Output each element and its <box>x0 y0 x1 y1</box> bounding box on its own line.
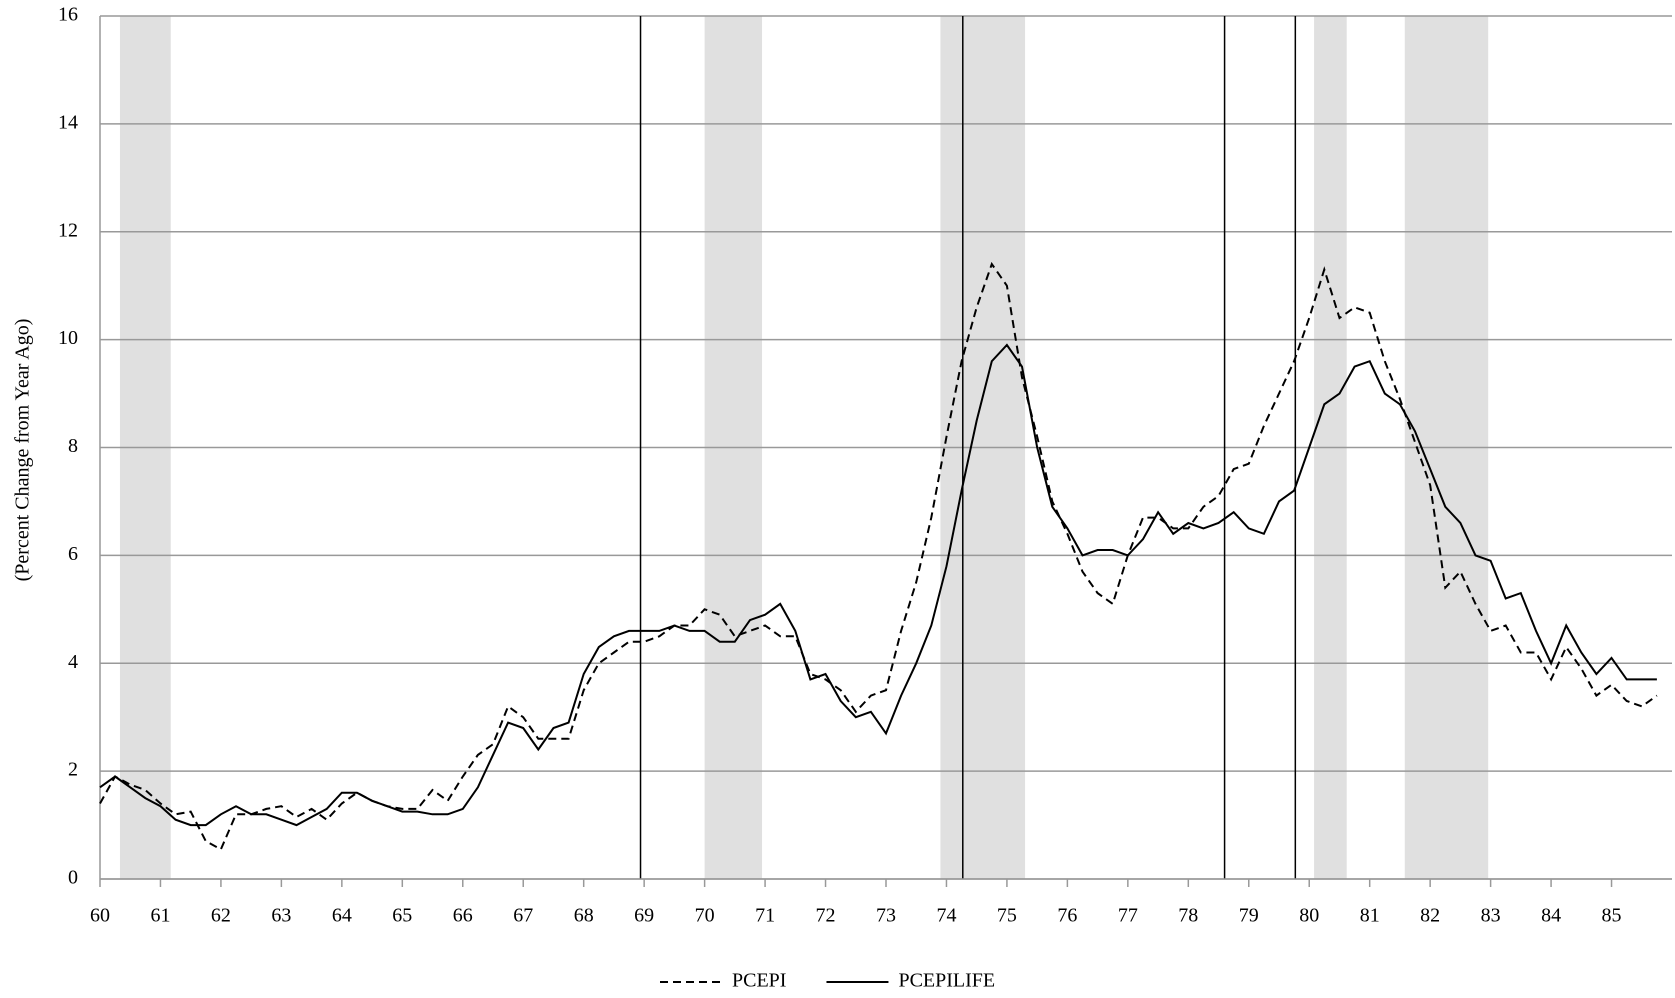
x-tick-label: 81 <box>1360 905 1380 927</box>
x-tick-label: 75 <box>997 905 1017 927</box>
x-tick-label: 68 <box>574 905 594 927</box>
data-line <box>99 343 1657 827</box>
x-tick-label: 69 <box>634 905 654 927</box>
y-tick-label: 4 <box>68 651 78 673</box>
x-tick-label: 64 <box>332 905 352 927</box>
y-tick-label: 10 <box>58 327 78 349</box>
x-tick-label: 70 <box>695 905 715 927</box>
x-tick-label: 65 <box>392 905 412 927</box>
x-tick-label: 80 <box>1299 905 1319 927</box>
x-tick-label: 67 <box>513 905 533 927</box>
y-tick-label: 0 <box>68 867 78 889</box>
x-tick-label: 78 <box>1178 905 1198 927</box>
x-tick-label: 83 <box>1481 905 1501 927</box>
x-tick-label: 63 <box>271 905 291 927</box>
x-tick-label: 85 <box>1602 905 1622 927</box>
x-tick-label: 74 <box>936 905 956 927</box>
x-tick-label: 71 <box>755 905 775 927</box>
x-tick-label: 77 <box>1118 905 1138 927</box>
legend-label: PCEPILIFE <box>898 970 995 992</box>
y-tick-label: 6 <box>68 543 78 565</box>
x-tick-label: 62 <box>211 905 231 927</box>
x-tick-label: 66 <box>453 905 473 927</box>
y-tick-label: 8 <box>68 435 78 457</box>
legend-label: PCEPI <box>732 970 786 992</box>
y-axis-label: (Percent Change from Year Ago) <box>12 319 34 582</box>
x-tick-label: 60 <box>90 905 110 927</box>
x-tick-label: 82 <box>1420 905 1440 927</box>
x-tick-label: 61 <box>150 905 170 927</box>
y-tick-label: 2 <box>68 759 78 781</box>
y-tick-label: 12 <box>58 219 78 241</box>
y-tick-label: 14 <box>58 111 78 133</box>
x-tick-label: 72 <box>816 905 836 927</box>
x-tick-label: 79 <box>1239 905 1259 927</box>
x-tick-label: 76 <box>1057 905 1077 927</box>
y-tick-label: 16 <box>58 4 78 26</box>
x-tick-label: 84 <box>1541 905 1561 927</box>
x-tick-label: 73 <box>876 905 896 927</box>
